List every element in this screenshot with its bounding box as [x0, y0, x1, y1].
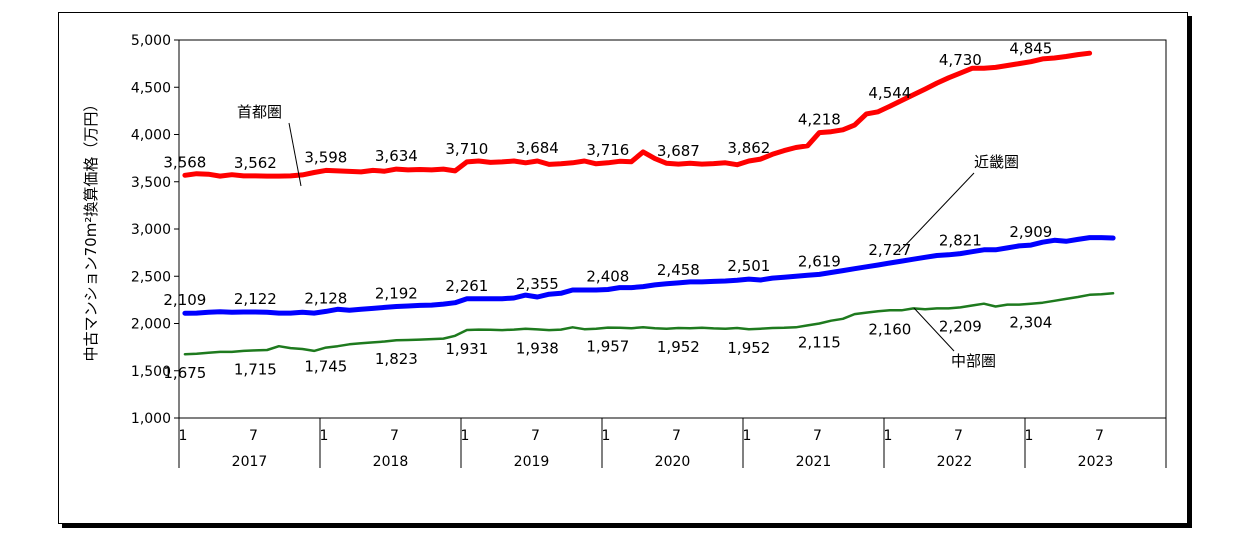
leader-line: [898, 172, 975, 253]
series-name-label: 首都圏: [237, 103, 282, 121]
y-tick-label: 1,500: [131, 364, 171, 380]
series-line-0: [182, 50, 1093, 179]
chart-frame: 1,000 1,500 2,000 2,500 3,000 3,500 4,000 4,500…: [58, 12, 1188, 524]
data-label: 2,192: [375, 284, 418, 302]
x-tick-label: 1: [884, 428, 893, 444]
data-label: 4,730: [939, 51, 982, 69]
x-tick-label: 1: [179, 428, 188, 444]
x-tick-label: 1: [1025, 428, 1034, 444]
y-tick-label: 4,500: [131, 80, 171, 96]
data-label: 1,952: [657, 338, 700, 356]
x-tick-label: 7: [1095, 428, 1104, 444]
series-name-label: 近畿圏: [974, 153, 1019, 171]
x-tick-label: 7: [672, 428, 681, 444]
y-tick-label: 3,000: [131, 222, 171, 238]
data-label: 2,458: [657, 261, 700, 279]
x-year-label: 2021: [796, 454, 832, 470]
data-label: 2,619: [798, 252, 841, 270]
data-label: 2,727: [868, 241, 911, 259]
data-label: 2,821: [939, 232, 982, 250]
x-year-label: 2020: [655, 454, 691, 470]
line-chart: 1,000 1,500 2,000 2,500 3,000 3,500 4,000 4,500…: [82, 33, 1167, 470]
data-label: 1,931: [445, 340, 488, 358]
data-label: 4,845: [1009, 40, 1052, 58]
data-label: 4,218: [798, 111, 841, 129]
data-label: 1,745: [304, 358, 347, 376]
x-tick-label: 7: [531, 428, 540, 444]
data-label: 3,687: [657, 142, 700, 160]
y-tick-label: 1,000: [131, 411, 171, 427]
leader-line: [288, 122, 302, 187]
data-label: 3,598: [304, 148, 347, 166]
y-tick-label: 5,000: [131, 33, 171, 49]
data-label: 2,355: [516, 275, 559, 293]
data-label: 2,501: [727, 257, 770, 275]
x-year-label: 2018: [373, 454, 409, 470]
data-label: 1,938: [516, 339, 559, 357]
data-label: 1,957: [586, 338, 629, 356]
data-label: 3,684: [516, 139, 559, 157]
data-label: 3,710: [445, 140, 488, 158]
data-label: 2,160: [868, 320, 911, 338]
data-label: 2,408: [586, 267, 629, 285]
x-year-label: 2017: [232, 454, 268, 470]
x-tick-label: 7: [249, 428, 258, 444]
data-label: 3,716: [586, 141, 629, 159]
x-tick-label: 7: [390, 428, 399, 444]
x-year-label: 2019: [514, 454, 550, 470]
data-label: 3,568: [163, 153, 206, 171]
y-tick-label: 2,500: [131, 269, 171, 285]
data-label: 1,715: [234, 360, 277, 378]
series-line-1: [182, 235, 1116, 316]
x-year-label: 2022: [937, 454, 973, 470]
data-label: 3,634: [375, 147, 418, 165]
x-tick-label: 7: [954, 428, 963, 444]
data-label: 2,909: [1009, 223, 1052, 241]
y-tick-label: 3,500: [131, 175, 171, 191]
x-year-label: 2023: [1078, 454, 1114, 470]
y-tick-label: 4,000: [131, 128, 171, 144]
data-label: 1,675: [163, 364, 206, 382]
data-label: 2,128: [304, 289, 347, 307]
data-label: 1,823: [375, 350, 418, 368]
series-line-2: [183, 292, 1115, 356]
x-tick-label: 1: [743, 428, 752, 444]
data-label: 2,109: [163, 291, 206, 309]
y-tick-label: 2,000: [131, 317, 171, 333]
x-tick-label: 1: [320, 428, 329, 444]
data-label: 2,115: [798, 334, 841, 352]
data-label: 3,862: [727, 139, 770, 157]
series-name-label: 中部圏: [951, 352, 996, 370]
x-tick-label: 1: [461, 428, 470, 444]
data-label: 2,209: [939, 317, 982, 335]
x-tick-label: 1: [602, 428, 611, 444]
data-label: 2,122: [234, 290, 277, 308]
data-label: 2,261: [445, 277, 488, 295]
y-axis-label: 中古マンション70m²換算価格（万円）: [82, 97, 100, 362]
data-label: 1,952: [727, 339, 770, 357]
data-label: 4,544: [868, 84, 911, 102]
data-label: 3,562: [234, 154, 277, 172]
x-tick-label: 7: [813, 428, 822, 444]
leader-line: [913, 307, 955, 352]
data-label: 2,304: [1009, 314, 1052, 332]
